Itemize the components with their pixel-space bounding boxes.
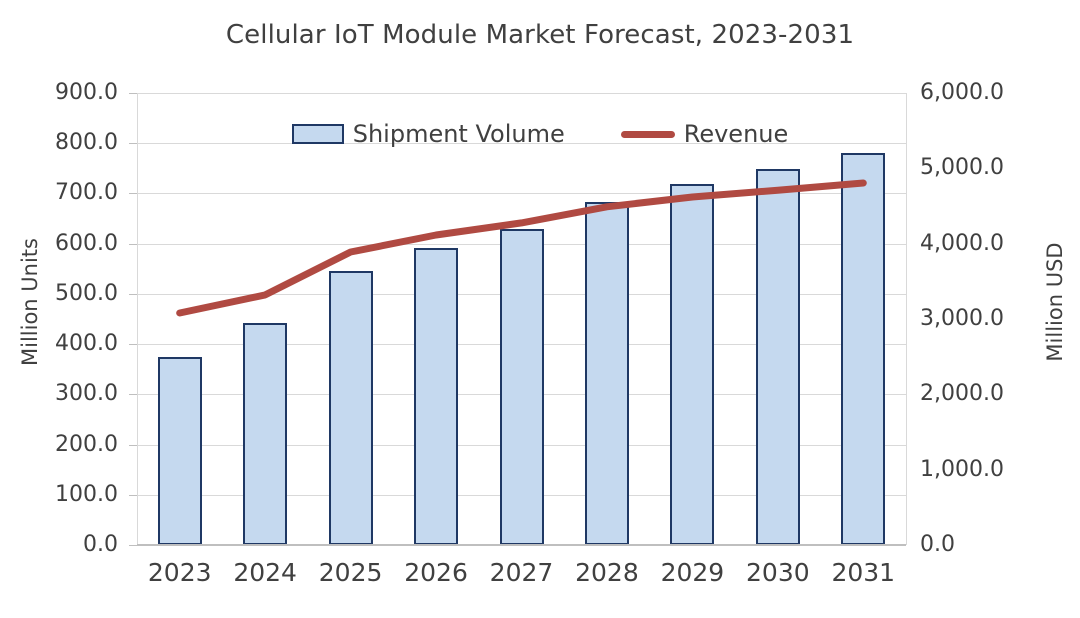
left-axis-tick-mark — [129, 193, 137, 195]
left-axis-tick-label: 800.0 — [55, 130, 118, 156]
left-axis-tick-mark — [129, 243, 137, 245]
right-axis-title: Million USD — [1043, 242, 1067, 362]
bar — [841, 153, 886, 545]
x-axis-tick-label: 2030 — [746, 558, 810, 587]
chart-title: Cellular IoT Module Market Forecast, 202… — [225, 20, 855, 50]
right-axis-tick-label: 6,000.0 — [920, 80, 1004, 105]
plot-area — [137, 93, 907, 546]
x-axis-tick-label: 2031 — [831, 558, 896, 587]
left-axis-tick-mark — [129, 545, 137, 546]
left-axis-tick-label: 500.0 — [55, 280, 118, 306]
gridline — [137, 93, 906, 94]
y-axis-line — [137, 93, 138, 545]
right-axis-tick-label: 0.0 — [920, 532, 955, 557]
x-axis-tick-label: 2024 — [233, 558, 297, 587]
left-axis-tick-mark — [129, 143, 137, 145]
left-axis-tick-label: 900.0 — [55, 80, 118, 105]
bar — [328, 271, 373, 545]
gridline — [137, 143, 906, 145]
left-axis-tick-mark — [129, 444, 137, 446]
left-axis-tick-mark — [129, 93, 137, 94]
left-axis-tick-label: 100.0 — [55, 481, 118, 507]
left-axis-tick-label: 0.0 — [83, 532, 118, 557]
x-axis-tick-label: 2023 — [147, 558, 212, 587]
bar — [243, 322, 288, 545]
bar — [670, 183, 715, 545]
left-axis-tick-mark — [129, 394, 137, 396]
bar — [499, 229, 544, 545]
bar — [414, 248, 459, 545]
left-axis-tick-mark — [129, 293, 137, 295]
bar — [755, 168, 800, 545]
left-axis-tick-label: 400.0 — [55, 331, 118, 357]
left-axis-tick-label: 300.0 — [55, 381, 118, 407]
bar — [584, 201, 629, 545]
left-axis-tick-mark — [129, 494, 137, 496]
x-axis-tick-label: 2025 — [318, 558, 383, 587]
right-axis-tick-label: 1,000.0 — [920, 456, 1004, 482]
left-axis-tick-label: 600.0 — [55, 230, 118, 256]
right-axis-tick-label: 2,000.0 — [920, 381, 1004, 407]
left-axis-tick-label: 200.0 — [55, 431, 118, 457]
y2-axis-line — [906, 93, 907, 545]
right-axis-tick-label: 3,000.0 — [920, 306, 1004, 331]
x-axis-tick-label: 2029 — [660, 558, 725, 587]
x-axis-tick-label: 2026 — [404, 558, 468, 587]
left-axis-tick-label: 700.0 — [55, 180, 118, 206]
right-axis-tick-label: 4,000.0 — [920, 230, 1004, 256]
left-axis-tick-mark — [129, 344, 137, 346]
bar — [157, 356, 202, 545]
x-axis-line — [137, 544, 906, 546]
right-axis-tick-label: 5,000.0 — [920, 155, 1004, 181]
x-axis-tick-label: 2028 — [575, 558, 639, 587]
x-axis-tick-label: 2027 — [489, 558, 554, 587]
